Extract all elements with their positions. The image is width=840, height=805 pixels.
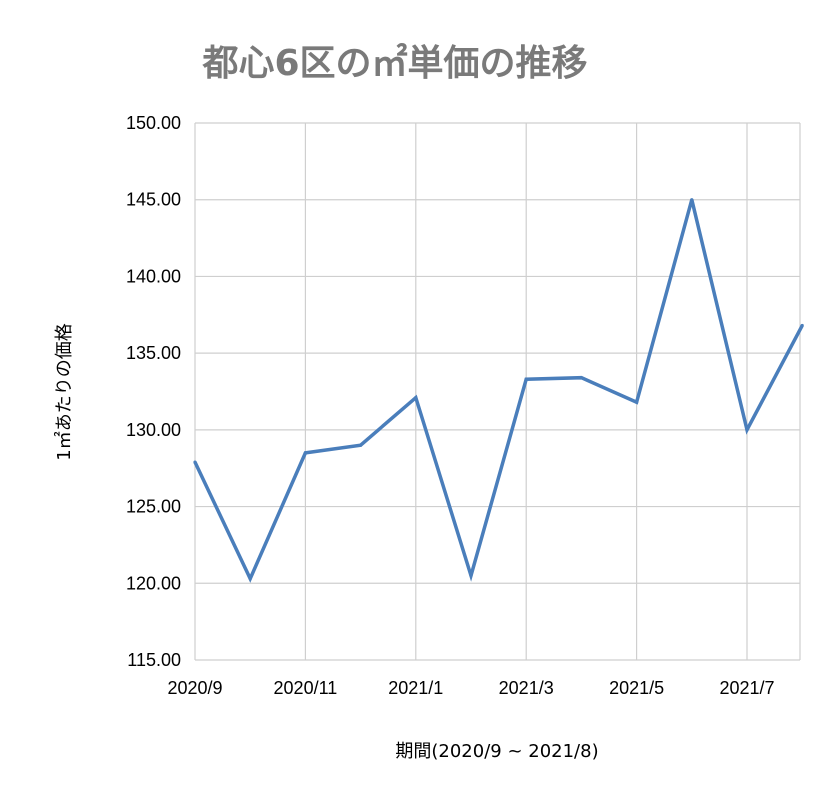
series-line bbox=[193, 199, 804, 583]
x-tick-label: 2021/5 bbox=[609, 678, 664, 698]
data-point bbox=[414, 396, 418, 400]
x-tick-label: 2021/3 bbox=[499, 678, 554, 698]
y-tick-label: 115.00 bbox=[127, 650, 181, 670]
data-point bbox=[469, 574, 473, 578]
y-tick-label: 140.00 bbox=[126, 266, 181, 286]
y-tick-label: 150.00 bbox=[126, 113, 181, 133]
x-tick-label: 2020/11 bbox=[274, 678, 338, 698]
data-point bbox=[303, 451, 307, 455]
y-tick-label: 120.00 bbox=[126, 573, 181, 593]
gridlines bbox=[194, 122, 801, 661]
data-point bbox=[635, 400, 639, 404]
data-point bbox=[579, 376, 584, 380]
data-point bbox=[248, 577, 252, 581]
chart-title: 都心6区の㎡単価の推移 bbox=[201, 42, 587, 84]
y-tick-label: 125.00 bbox=[126, 497, 181, 517]
data-point bbox=[690, 198, 694, 202]
y-axis-ticks: 115.00 120.00 125.00 130.00 135.00 140.00 145.… bbox=[126, 113, 181, 670]
data-point bbox=[800, 323, 804, 328]
x-axis-label: 期間(2020/9 ~ 2021/8) bbox=[395, 741, 598, 762]
x-tick-label: 2021/1 bbox=[388, 678, 443, 698]
y-axis-label: 1㎡あたりの価格 bbox=[53, 323, 75, 460]
series-layer bbox=[193, 198, 804, 583]
data-point bbox=[359, 443, 363, 447]
data-point bbox=[193, 460, 197, 464]
y-tick-label: 130.00 bbox=[126, 420, 181, 440]
x-axis-ticks: 2020/9 2020/11 2021/1 2021/3 2021/5 2021/7 bbox=[167, 678, 774, 698]
data-point bbox=[745, 428, 749, 432]
y-tick-label: 135.00 bbox=[126, 343, 181, 363]
data-point bbox=[524, 377, 528, 381]
x-tick-label: 2020/9 bbox=[167, 678, 222, 698]
x-tick-label: 2021/7 bbox=[719, 678, 774, 698]
y-tick-label: 145.00 bbox=[126, 190, 181, 210]
